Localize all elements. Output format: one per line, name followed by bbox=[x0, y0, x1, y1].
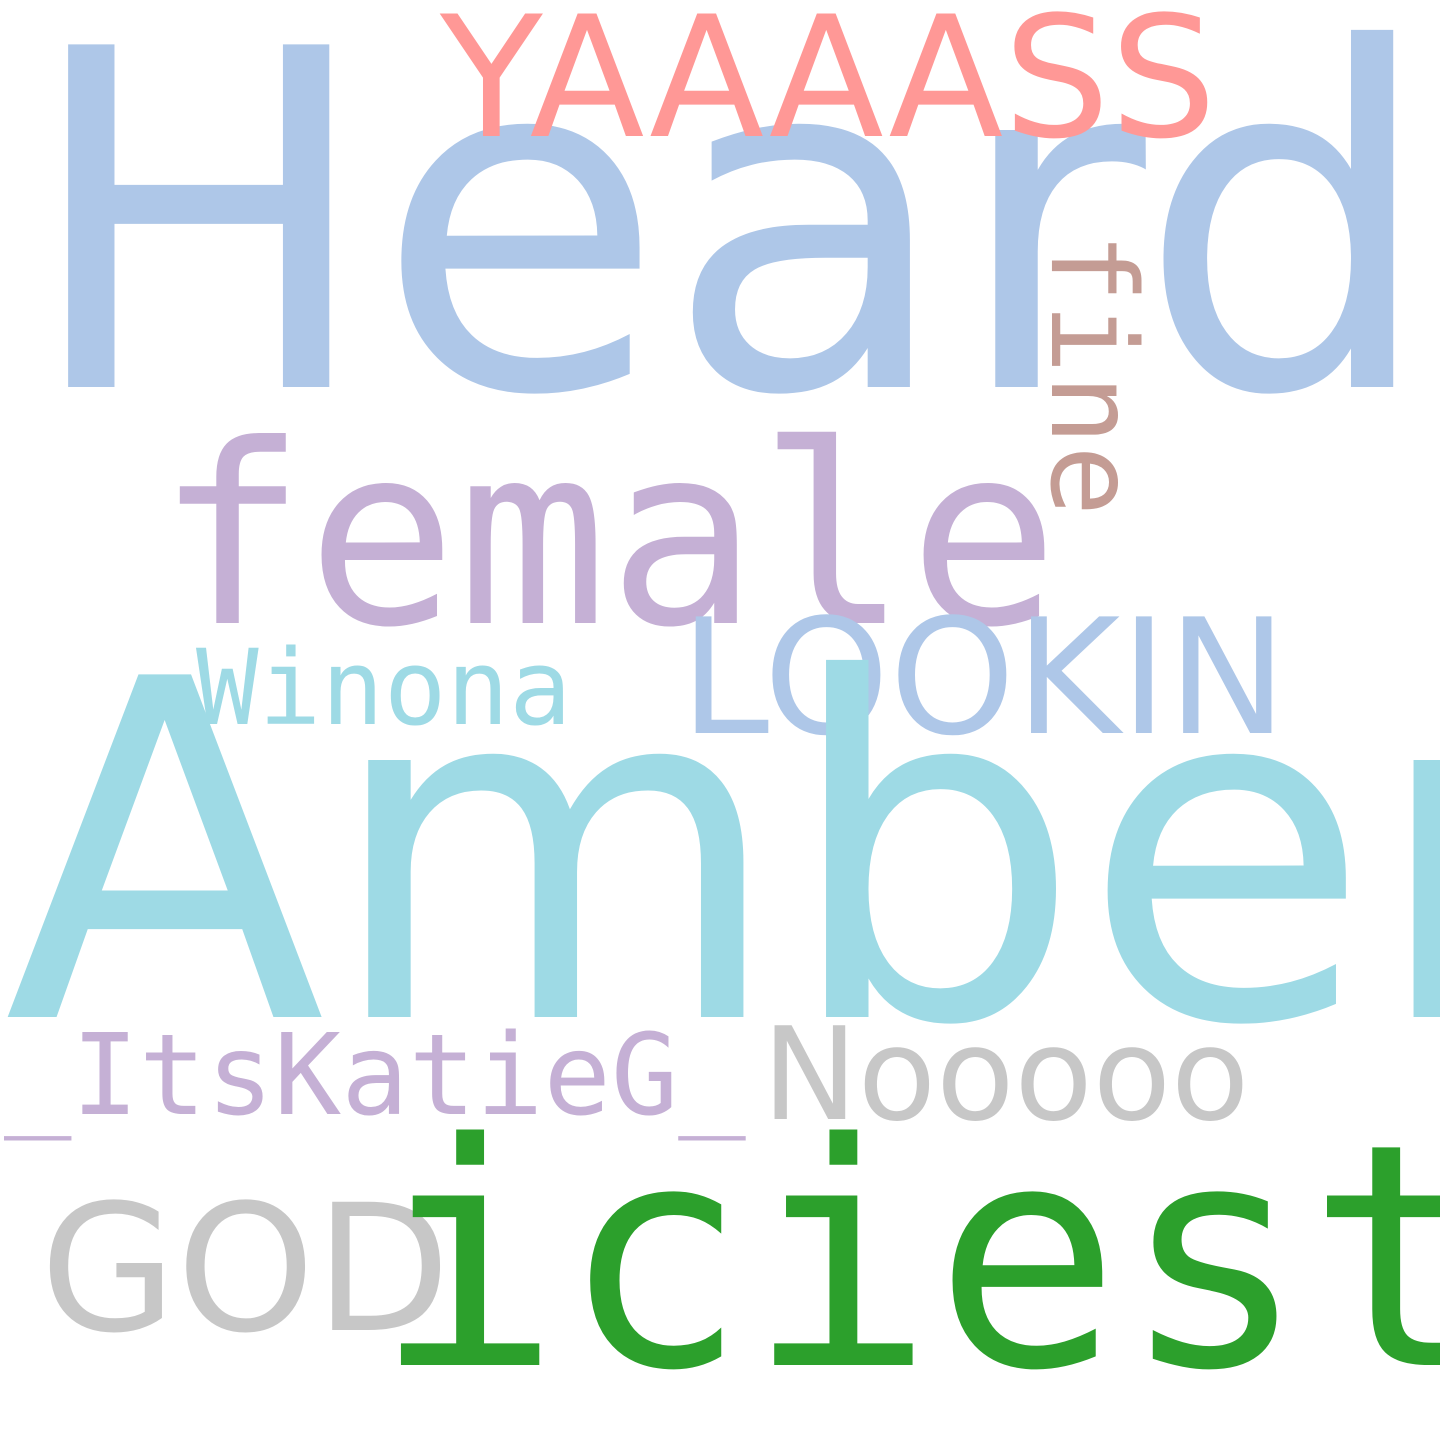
word-itskatieg: _ItsKatieG_ bbox=[4, 1011, 746, 1141]
word-iciest: iciest bbox=[374, 1078, 1440, 1439]
word-yaaaass: YAAAASS bbox=[440, 0, 1217, 176]
word-heard: Heard bbox=[22, 0, 1436, 498]
word-nooooo: Nooooo bbox=[762, 1001, 1250, 1150]
word-god: GOD bbox=[40, 1167, 451, 1372]
word-fine: fine bbox=[1024, 232, 1162, 517]
word-amber: Amber bbox=[4, 581, 1440, 1128]
word-lookin: LOOKIN bbox=[680, 584, 1288, 771]
word-winona: Winona bbox=[196, 627, 572, 749]
word-female: female bbox=[156, 391, 1060, 682]
